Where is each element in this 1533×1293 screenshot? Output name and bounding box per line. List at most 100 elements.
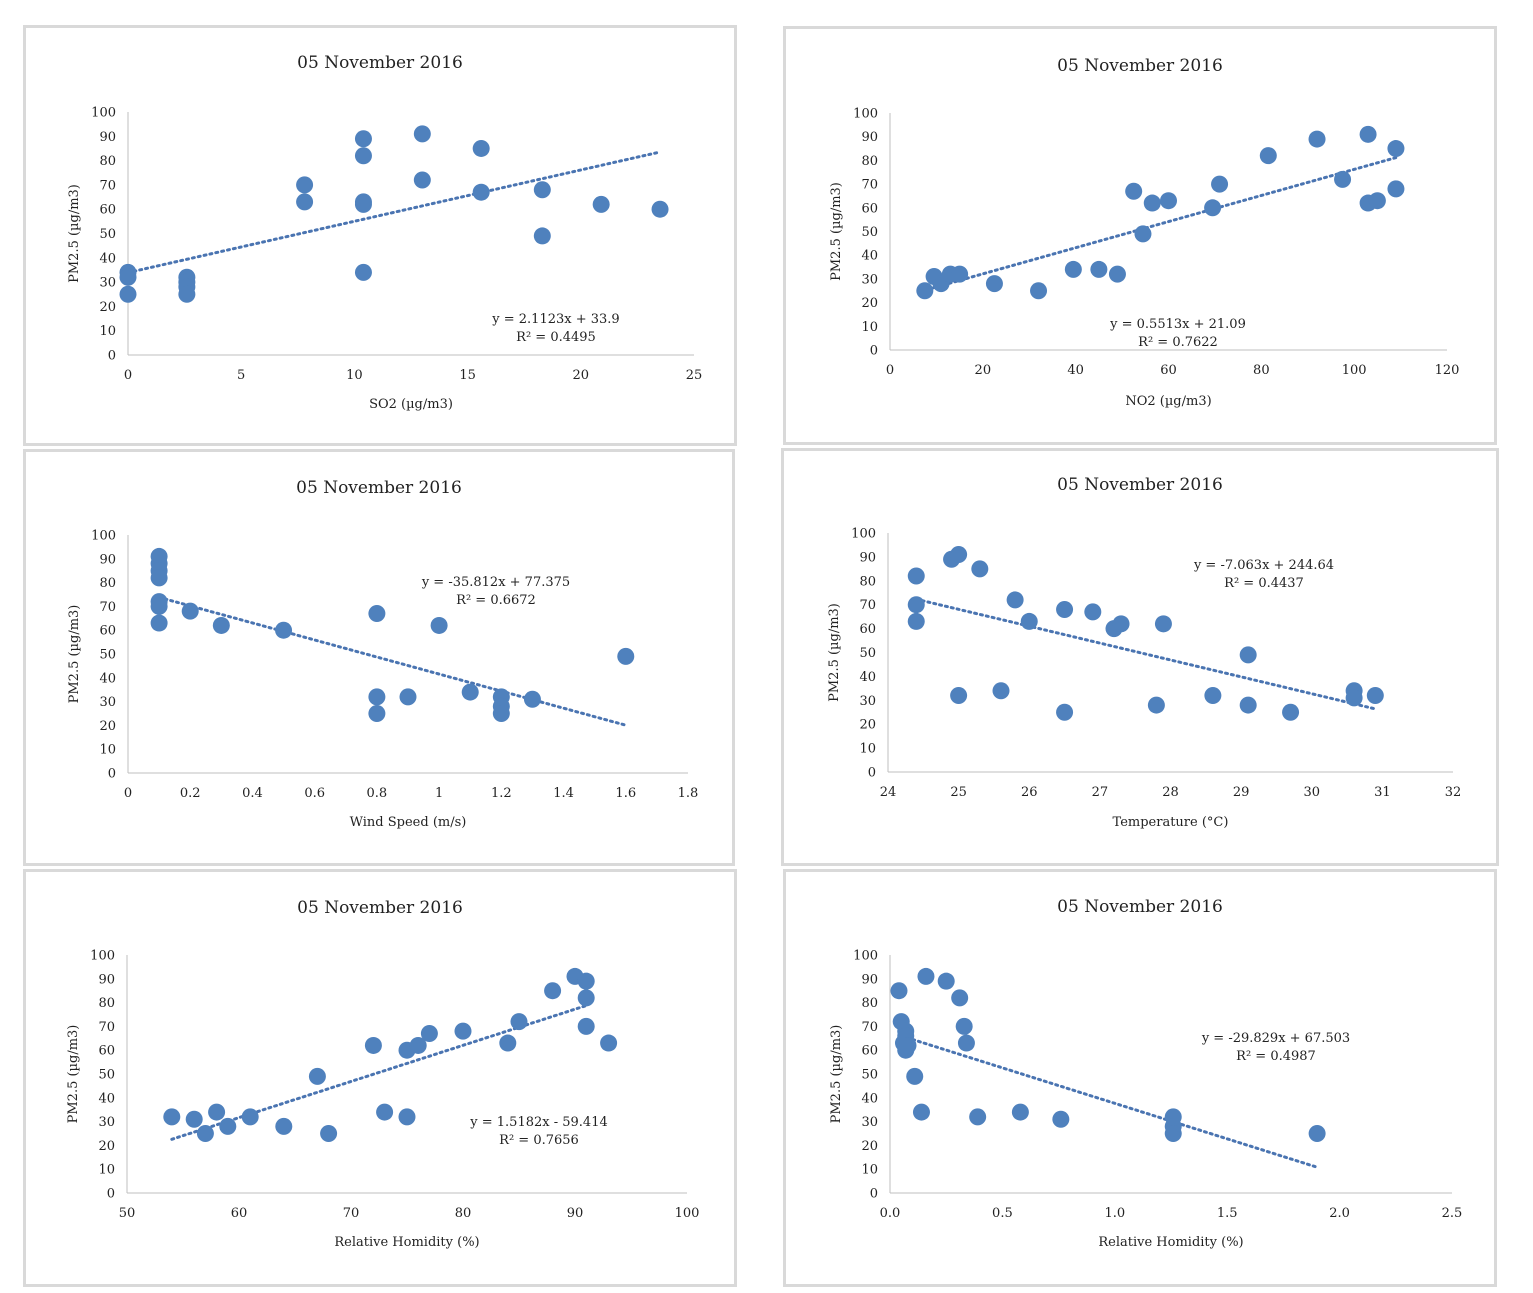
chart-5-data-point [1164, 1125, 1182, 1142]
chart-2-y-tick-label: 10 [99, 743, 116, 758]
chart-3-r-squared: R² = 0.4437 [1224, 576, 1304, 591]
chart-5-y-tick-label: 60 [861, 1044, 878, 1059]
chart-3-data-point [992, 682, 1010, 700]
chart-0-y-tick-label: 10 [99, 324, 116, 339]
chart-no2-svg: 05 November 2016 0 10 20 30 40 50 60 70 80 90 100 0 2… [829, 56, 1459, 409]
chart-3-data-point [1020, 612, 1038, 630]
chart-2-data-point [617, 647, 635, 665]
chart-3-y-tick-label: 90 [859, 550, 876, 565]
chart-4-y-tick-label: 0 [107, 1187, 115, 1202]
chart-3-data-point [1112, 615, 1130, 633]
chart-1-title: 05 November 2016 [1057, 56, 1223, 76]
chart-2-data-point [430, 616, 448, 634]
chart-0-data-point [354, 195, 372, 213]
chart-1-y-tick-label: 30 [861, 272, 878, 287]
chart-4-data-point [376, 1103, 394, 1121]
chart-0-data-point [354, 130, 372, 148]
chart-wind-speed-svg: 05 November 2016 0 10 20 30 40 50 60 70 80 90 100 0 0… [67, 478, 699, 830]
chart-0-y-axis-label: PM2.5 (µg/m3) [67, 184, 82, 283]
chart-2-x-tick-label: 1.6 [615, 786, 636, 801]
chart-4-data-point [364, 1036, 382, 1054]
chart-3-data-point [1239, 646, 1257, 664]
chart-3-x-tick-label: 27 [1092, 785, 1109, 800]
chart-5-y-axis-label: PM2.5 (µg/m3) [829, 1025, 844, 1124]
chart-3-y-tick-label: 60 [859, 622, 876, 637]
chart-0-x-tick-label: 5 [237, 368, 245, 383]
chart-3-x-axis-label: Temperature (°C) [1113, 815, 1229, 830]
chart-2-x-tick-label: 1.8 [678, 786, 699, 801]
chart-0-y-tick-label: 20 [99, 300, 116, 315]
chart-2-y-tick-label: 70 [99, 600, 116, 615]
chart-3-y-tick-label: 10 [859, 742, 876, 757]
chart-4-x-tick-label: 70 [343, 1206, 360, 1221]
chart-2-data-point [523, 690, 541, 708]
chart-3-data-point [1282, 703, 1300, 721]
chart-5-x-tick-label: 0.5 [992, 1206, 1013, 1221]
chart-4-data-point [163, 1108, 181, 1126]
chart-2-data-point [181, 602, 199, 620]
chart-3-x-tick-label: 24 [880, 785, 897, 800]
chart-4-data-point [308, 1067, 326, 1085]
chart-4-data-point [241, 1108, 259, 1126]
chart-0-title: 05 November 2016 [297, 53, 463, 73]
chart-4-data-point [544, 982, 562, 1000]
chart-temperature-svg: 05 November 2016 0 10 20 30 40 50 60 70 80 90 100 24… [827, 475, 1461, 830]
chart-1-data-point [1090, 260, 1108, 278]
chart-3-data-point [1154, 615, 1172, 633]
chart-panel-relative-humidity-2: 05 November 2016 0 10 20 30 40 50 60 70 80 90 100 0.… [783, 869, 1497, 1287]
chart-2-data-point [212, 616, 230, 634]
chart-5-y-tick-label: 50 [861, 1068, 878, 1083]
chart-3-data-point [950, 687, 968, 705]
chart-3-y-tick-label: 80 [859, 574, 876, 589]
chart-5-y-tick-label: 20 [861, 1139, 878, 1154]
chart-4-y-tick-label: 80 [98, 996, 115, 1011]
chart-4-x-tick-label: 50 [119, 1206, 136, 1221]
chart-0-data-point [354, 147, 372, 165]
chart-2-x-axis-label: Wind Speed (m/s) [350, 815, 467, 830]
chart-0-x-tick-label: 15 [459, 368, 476, 383]
chart-3-y-tick-label: 70 [859, 598, 876, 613]
chart-2-x-tick-label: 1 [435, 786, 443, 801]
chart-4-y-tick-label: 50 [98, 1068, 115, 1083]
chart-0-y-tick-label: 90 [99, 130, 116, 145]
chart-3-y-axis-label: PM2.5 (µg/m3) [827, 603, 842, 702]
chart-3-data-point [971, 560, 989, 578]
chart-2-y-tick-label: 60 [99, 624, 116, 639]
chart-3-data-point [1366, 687, 1384, 705]
chart-4-data-point [275, 1117, 293, 1135]
chart-2-trendline [157, 595, 628, 727]
chart-5-x-tick-label: 2.5 [1442, 1206, 1463, 1221]
chart-5-data-point [937, 972, 955, 990]
chart-1-x-tick-label: 80 [1253, 363, 1270, 378]
chart-1-data-point [1359, 125, 1377, 143]
chart-1-data-point [1108, 265, 1126, 283]
chart-3-data-point [1056, 703, 1074, 721]
chart-1-y-tick-label: 20 [861, 296, 878, 311]
chart-5-x-axis-label: Relative Homidity (%) [1098, 1235, 1243, 1250]
chart-3-data-point [907, 567, 925, 585]
chart-4-data-point [577, 1017, 595, 1035]
chart-4-data-point [398, 1108, 416, 1126]
chart-3-data-point [1056, 600, 1074, 618]
chart-5-data-point [917, 967, 935, 985]
chart-4-data-point [409, 1036, 427, 1054]
chart-3-trend-equation: y = -7.063x + 244.64 [1193, 558, 1334, 573]
chart-2-y-tick-label: 40 [99, 671, 116, 686]
chart-2-trend-equation: y = -35.812x + 77.375 [421, 575, 570, 590]
chart-0-trend-equation: y = 2.1123x + 33.9 [491, 312, 619, 327]
chart-1-trendline [930, 156, 1398, 290]
chart-2-data-point [368, 688, 386, 706]
chart-1-data-point [1308, 130, 1326, 148]
chart-3-y-tick-label: 0 [868, 766, 876, 781]
chart-1-data-point [1211, 175, 1229, 193]
chart-1-data-point [1259, 147, 1277, 165]
chart-1-trend-equation: y = 0.5513x + 21.09 [1109, 317, 1246, 332]
chart-5-data-point [890, 982, 908, 1000]
chart-0-y-tick-label: 30 [99, 276, 116, 291]
chart-4-data-point [185, 1110, 203, 1128]
chart-4-y-tick-label: 40 [98, 1091, 115, 1106]
chart-0-y-tick-label: 40 [99, 251, 116, 266]
chart-1-data-point [1334, 170, 1352, 188]
chart-3-x-tick-label: 30 [1303, 785, 1320, 800]
chart-5-trendline [899, 1034, 1319, 1169]
